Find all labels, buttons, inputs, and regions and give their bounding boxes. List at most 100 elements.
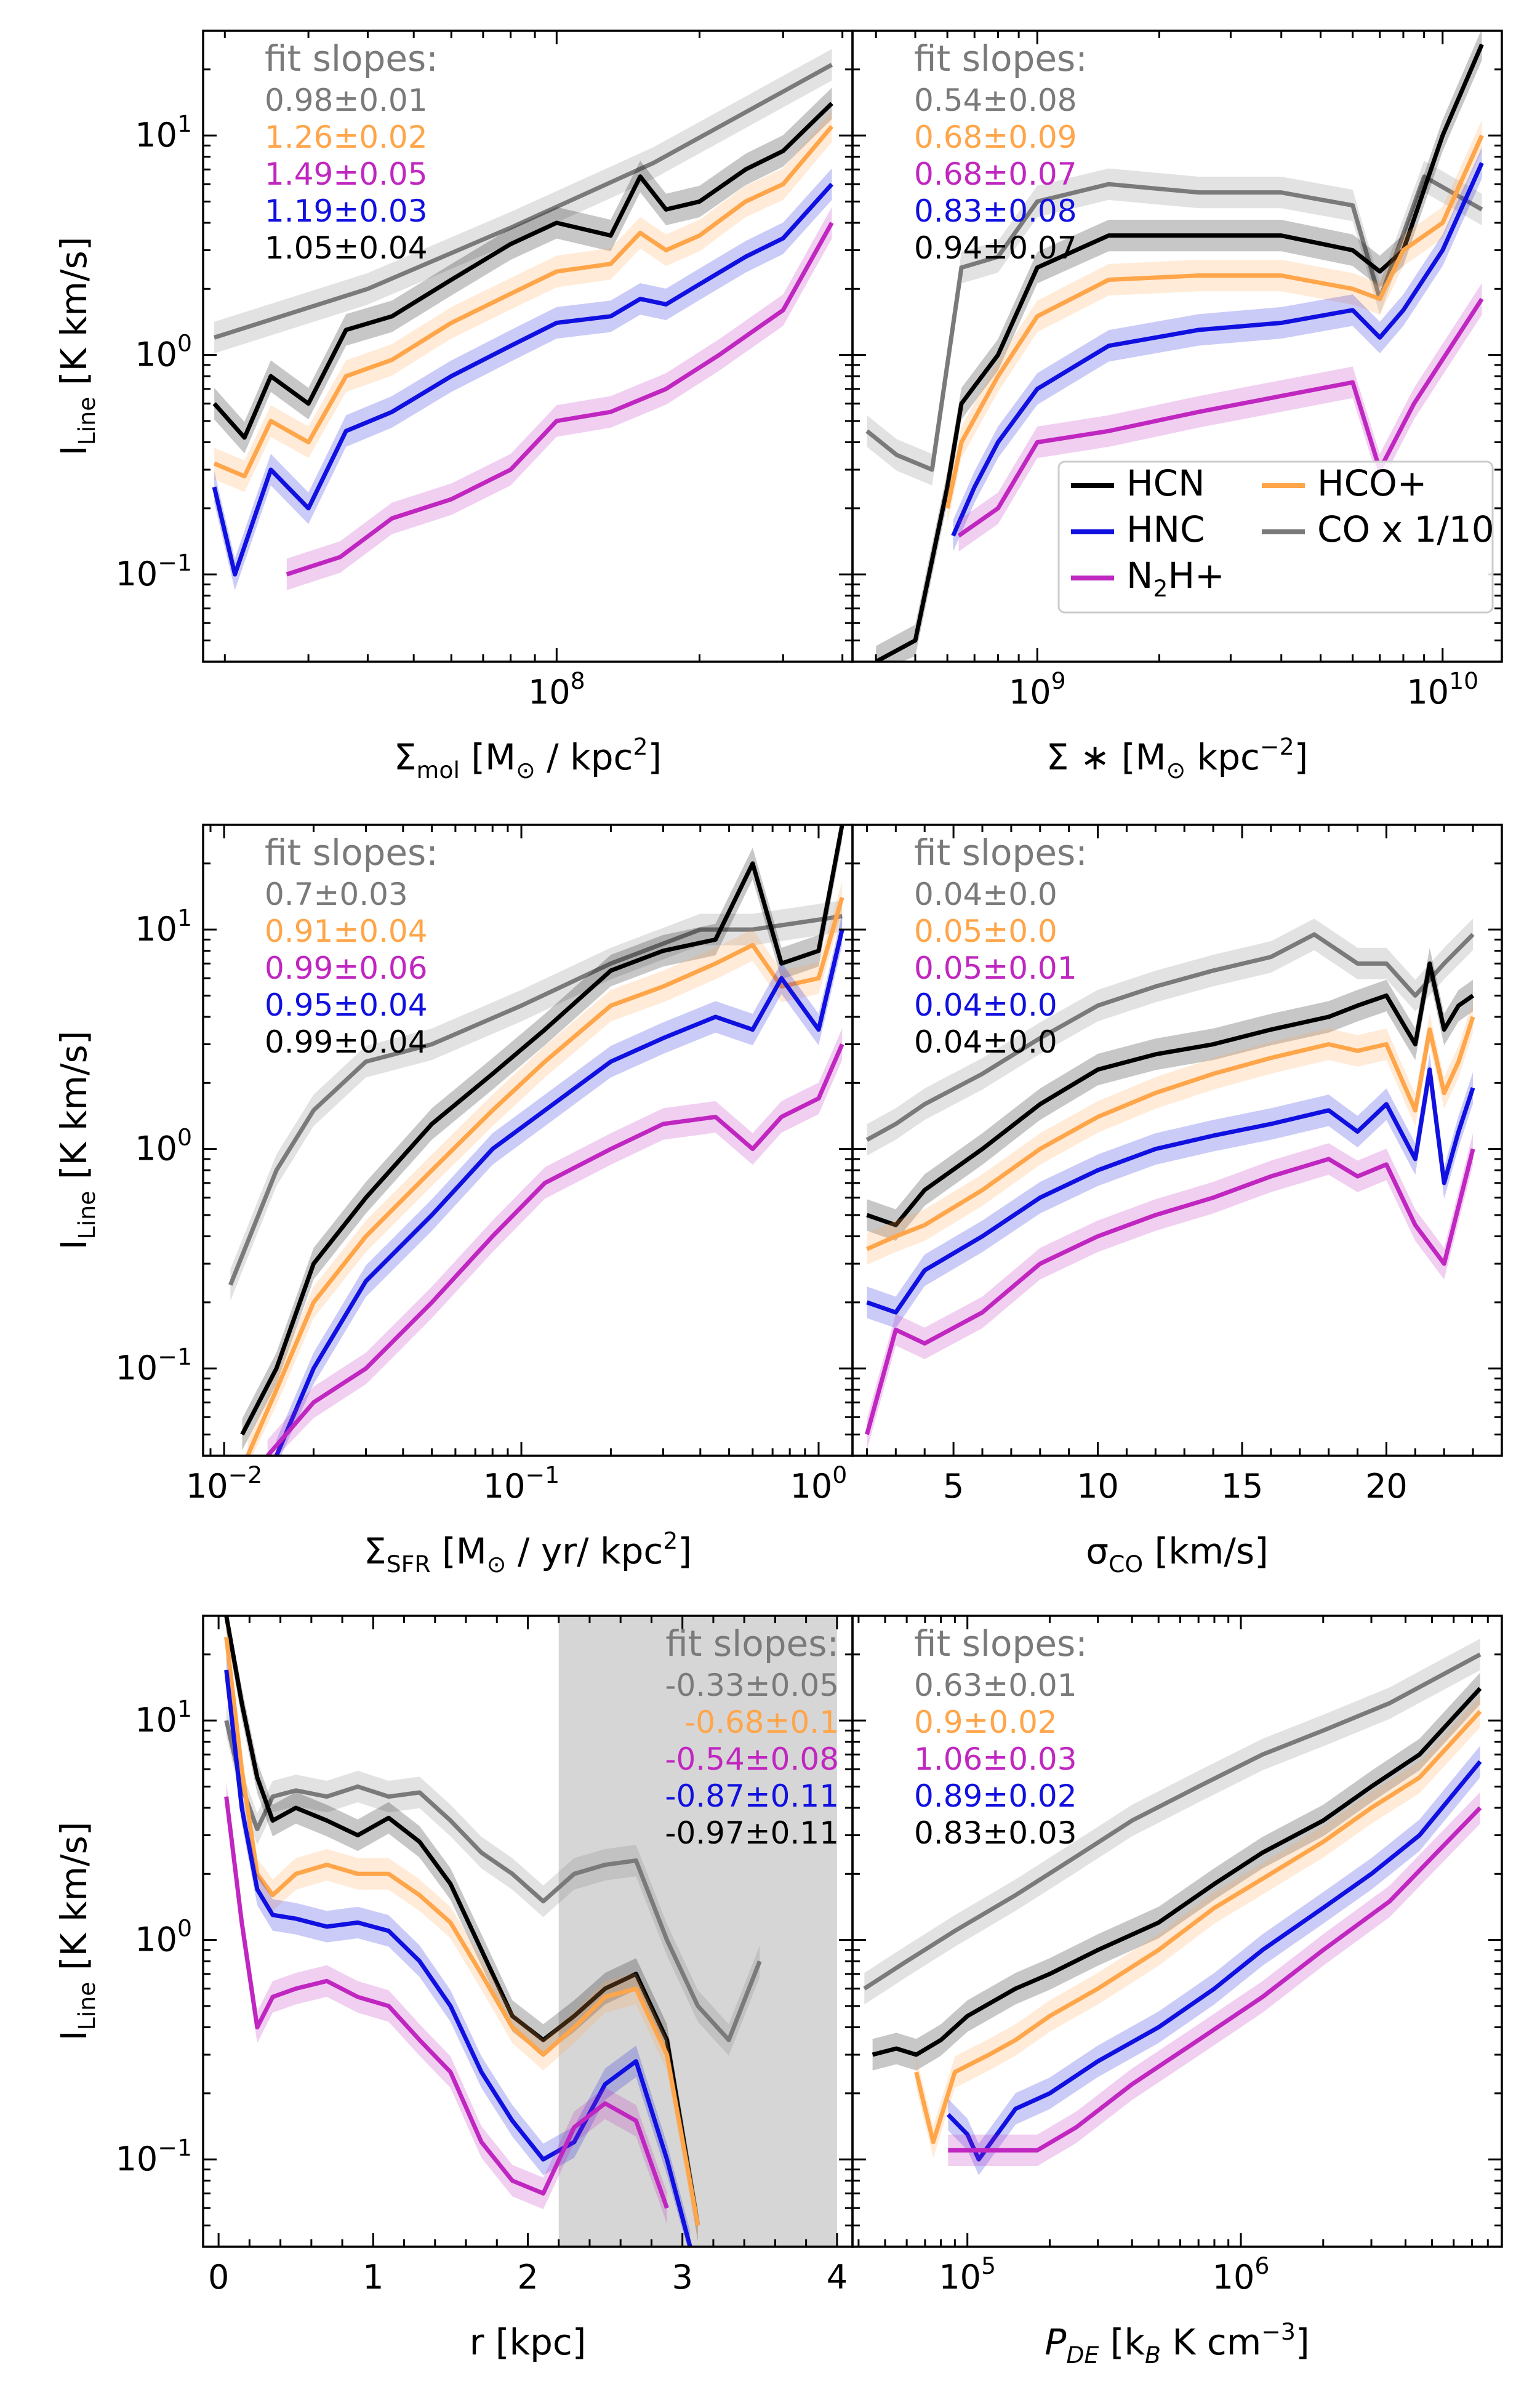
fit-slope-value: 0.68±0.09	[914, 119, 1077, 155]
legend: HCN HCO+ HNC CO x 1/10 N2H+	[1057, 460, 1494, 614]
series-line-hco-	[246, 897, 844, 1456]
series-line-hnc	[224, 1669, 692, 2247]
series-line-co-x-1-10	[224, 1720, 762, 2042]
x-tick-label: 10−2	[186, 1461, 262, 1506]
x-tick-label: 108	[528, 667, 585, 712]
panel-2: 109 1010 Σ ∗ [M⊙ kpc−2] fit slopes:0.54±0.0…	[851, 30, 1503, 784]
legend-label: CO x 1/10	[1317, 508, 1494, 550]
series-line-hcn	[224, 1616, 700, 2226]
plot-area	[224, 1616, 762, 2247]
fit-slope-value: 0.9±0.02	[914, 1704, 1057, 1740]
x-axis-label: ΣSFR [M⊙ / yr/ kpc2]	[364, 1527, 692, 1578]
series-line-hnc	[274, 929, 844, 1456]
x-tick-label: 10−1	[483, 1461, 559, 1506]
x-tick-label: 10	[1077, 1467, 1119, 1506]
series-line-hcn	[866, 961, 1475, 1227]
axes-frame	[851, 824, 1503, 1457]
fit-slope-value: 0.99±0.04	[265, 1024, 428, 1060]
fit-slopes-label: fit slopes:	[265, 832, 438, 873]
y-tick-label: 10−1	[116, 1343, 192, 1387]
fit-slope-value: 0.91±0.04	[265, 913, 428, 949]
fit-slope-value: 1.19±0.03	[265, 193, 428, 229]
y-tick-label: 10−1	[116, 2134, 192, 2178]
fit-slope-value: 0.89±0.02	[914, 1778, 1077, 1814]
series-line-hcn	[872, 1687, 1482, 2057]
fit-slope-value: 0.54±0.08	[914, 82, 1077, 118]
x-axis-label: r [kpc]	[470, 2321, 587, 2363]
legend-label: HCO+	[1317, 462, 1427, 504]
plot-area	[228, 825, 844, 1456]
y-tick-label: 101	[135, 1695, 192, 1740]
panel-3: 10−1 100 101 ILine [K km/s] 10−2 10−1 100 ΣSFR …	[53, 824, 854, 1578]
series-band-n2h-	[286, 207, 832, 590]
series-band-hco-	[214, 110, 832, 492]
fit-slope-value: -0.54±0.08	[665, 1741, 839, 1777]
series-band-co-x-1-10	[867, 161, 1482, 486]
axes-frame	[851, 30, 1503, 663]
x-axis-label: Σ ∗ [M⊙ kpc−2]	[1046, 733, 1309, 784]
y-axis-label: ILine [K km/s]	[53, 237, 100, 456]
series-band-hcn	[876, 31, 1482, 662]
legend-box	[1057, 460, 1494, 614]
series-line-n2h-	[266, 1043, 844, 1456]
series-band-n2h-	[867, 1133, 1474, 1451]
series-line-n2h-	[948, 1806, 1482, 2153]
fit-slope-value: 0.83±0.08	[914, 193, 1077, 229]
series-line-n2h-	[286, 222, 834, 577]
y-tick-label: 100	[135, 1124, 192, 1168]
y-axis-label: ILine [K km/s]	[53, 1822, 100, 2041]
panel-6: 105 106 PDE [kB K cm−3] fit slopes: 0.63±0.0…	[851, 1615, 1503, 2369]
x-tick-label: 2	[517, 2258, 538, 2297]
plot-area	[212, 49, 834, 590]
fit-slope-value: 0.68±0.07	[914, 156, 1077, 192]
x-tick-label: 5	[943, 1467, 964, 1506]
fit-slope-value: 1.05±0.04	[265, 230, 428, 266]
plot-area	[865, 31, 1484, 662]
fit-slope-value: 0.7±0.03	[265, 877, 408, 912]
series-line-co-x-1-10	[863, 1652, 1482, 1991]
series-band-hnc	[948, 1746, 1480, 2175]
series-line-co-x-1-10	[214, 63, 833, 340]
fit-slope-value: -0.87±0.11	[665, 1778, 839, 1814]
fit-slope-value: -0.97±0.11	[665, 1815, 839, 1851]
x-tick-label: 1010	[1406, 667, 1478, 712]
shaded-region	[558, 1616, 837, 2247]
legend-label: N2H+	[1126, 555, 1225, 602]
series-band-hcn	[867, 947, 1474, 1241]
fit-slope-value: 0.99±0.06	[265, 950, 428, 986]
y-tick-label: 100	[135, 330, 192, 374]
series-line-co-x-1-10	[228, 913, 843, 1286]
fit-slope-value: 0.95±0.04	[265, 987, 428, 1023]
y-tick-label: 100	[135, 1915, 192, 1959]
x-tick-label: 0	[208, 2258, 229, 2297]
fit-slopes-label: fit slopes:	[265, 38, 438, 79]
series-line-hco-	[224, 1637, 700, 2226]
series-line-hco-	[945, 134, 1484, 509]
y-tick-label: 101	[135, 904, 192, 949]
series-band-hco-	[226, 1621, 698, 2242]
fit-slope-value: 0.05±0.0	[914, 913, 1057, 949]
x-tick-label: 105	[939, 2252, 996, 2297]
fit-slope-value: 1.49±0.05	[265, 156, 428, 192]
x-tick-label: 20	[1365, 1467, 1408, 1506]
series-line-n2h-	[957, 297, 1484, 538]
fit-slope-value: 0.63±0.01	[914, 1668, 1077, 1703]
x-tick-label: 109	[1009, 667, 1066, 712]
x-tick-label: 1	[363, 2258, 383, 2297]
series-line-hco-	[914, 1709, 1482, 2145]
series-band-hco-	[916, 1695, 1480, 2158]
x-tick-label: 106	[1213, 2252, 1270, 2297]
x-tick-label: 100	[790, 1461, 848, 1506]
fit-slopes-label: fit slopes:	[914, 1623, 1088, 1664]
x-axis-label: Σmol [M⊙ / kpc2]	[394, 733, 662, 784]
fit-slope-value: 0.94±0.07	[914, 230, 1077, 266]
series-line-hnc	[866, 1067, 1475, 1315]
series-band-co-x-1-10	[226, 1704, 760, 2056]
series-line-hnc	[212, 182, 834, 577]
fit-slope-value: 0.98±0.01	[265, 82, 428, 118]
axes-frame	[851, 1615, 1503, 2248]
fit-slope-value: -0.33±0.05	[665, 1668, 839, 1703]
fit-slope-value: -0.68±0.1	[684, 1704, 839, 1740]
